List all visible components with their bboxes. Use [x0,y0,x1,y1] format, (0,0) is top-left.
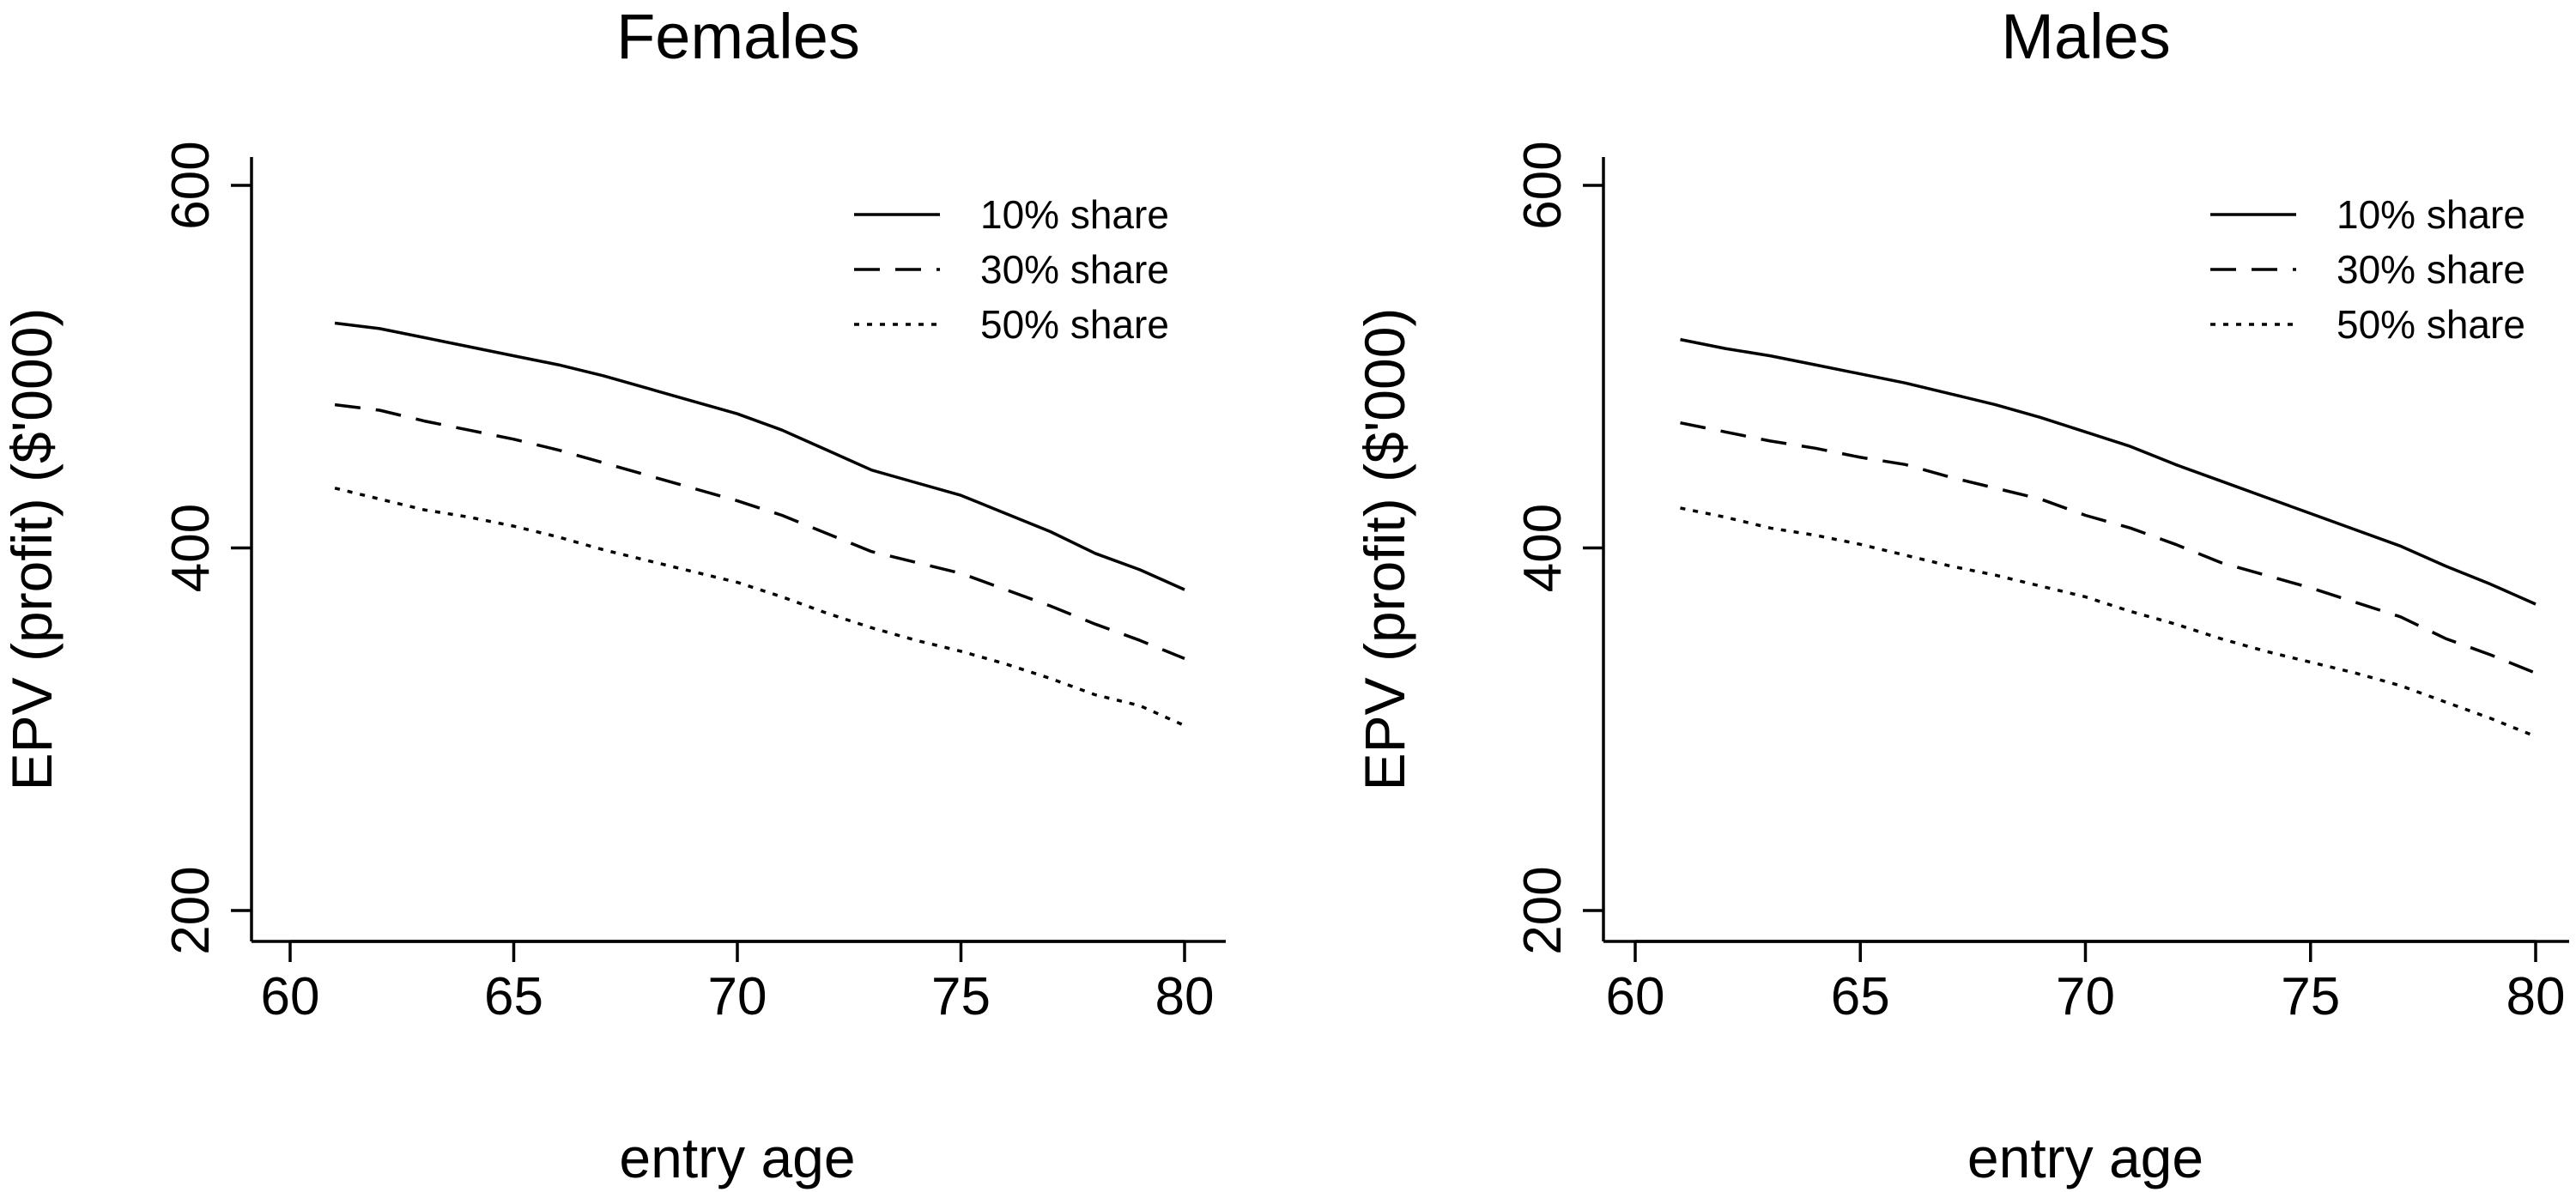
x-tick-label: 75 [931,967,991,1026]
chart-title: Females [616,1,860,72]
y-tick-label: 200 [1513,866,1573,954]
y-tick-label: 200 [161,866,221,954]
series-line-30-share [334,402,1185,661]
y-tick-label: 400 [161,504,221,592]
y-axis-label: EPV (profit) ($'000) [0,308,64,791]
series-line-50-share [1680,506,2537,738]
x-tick-label: 65 [1831,967,1890,1026]
x-tick-label: 80 [2506,967,2566,1026]
legend: 10% share 30% share 50% share [854,192,1169,347]
x-tick-label: 60 [1606,967,1665,1026]
chart-panel-males: Males 60 65 70 75 80 200 400 600 entry age EPV (pr… [1353,1,2569,1189]
chart-panel-females: Females 60 65 70 75 80 200 400 600 entry age EPV (… [0,1,1226,1189]
legend-label: 10% share [980,192,1169,237]
legend-label: 30% share [2337,247,2525,292]
x-axis-label: entry age [619,1126,855,1189]
x-tick-label: 75 [2281,967,2340,1026]
y-tick-label: 400 [1513,504,1573,592]
legend-label: 30% share [980,247,1169,292]
series-line-10-share [1680,337,2537,606]
legend-label: 50% share [980,302,1169,347]
x-axis-label: entry age [1967,1126,2203,1189]
x-tick-label: 70 [2056,967,2115,1026]
series-line-30-share [1680,421,2537,675]
series-line-10-share [334,321,1185,591]
x-tick-label: 60 [261,967,320,1026]
x-tick-label: 80 [1155,967,1215,1026]
chart-title: Males [2001,1,2170,72]
x-tick-label: 65 [484,967,543,1026]
legend-label: 10% share [2337,192,2525,237]
x-tick-label: 70 [708,967,767,1026]
legend-label: 50% share [2337,302,2525,347]
y-axis-label: EPV (profit) ($'000) [1353,308,1416,791]
legend: 10% share 30% share 50% share [2210,192,2525,347]
y-tick-label: 600 [161,141,221,229]
y-tick-label: 600 [1513,141,1573,229]
series-line-50-share [334,487,1185,728]
